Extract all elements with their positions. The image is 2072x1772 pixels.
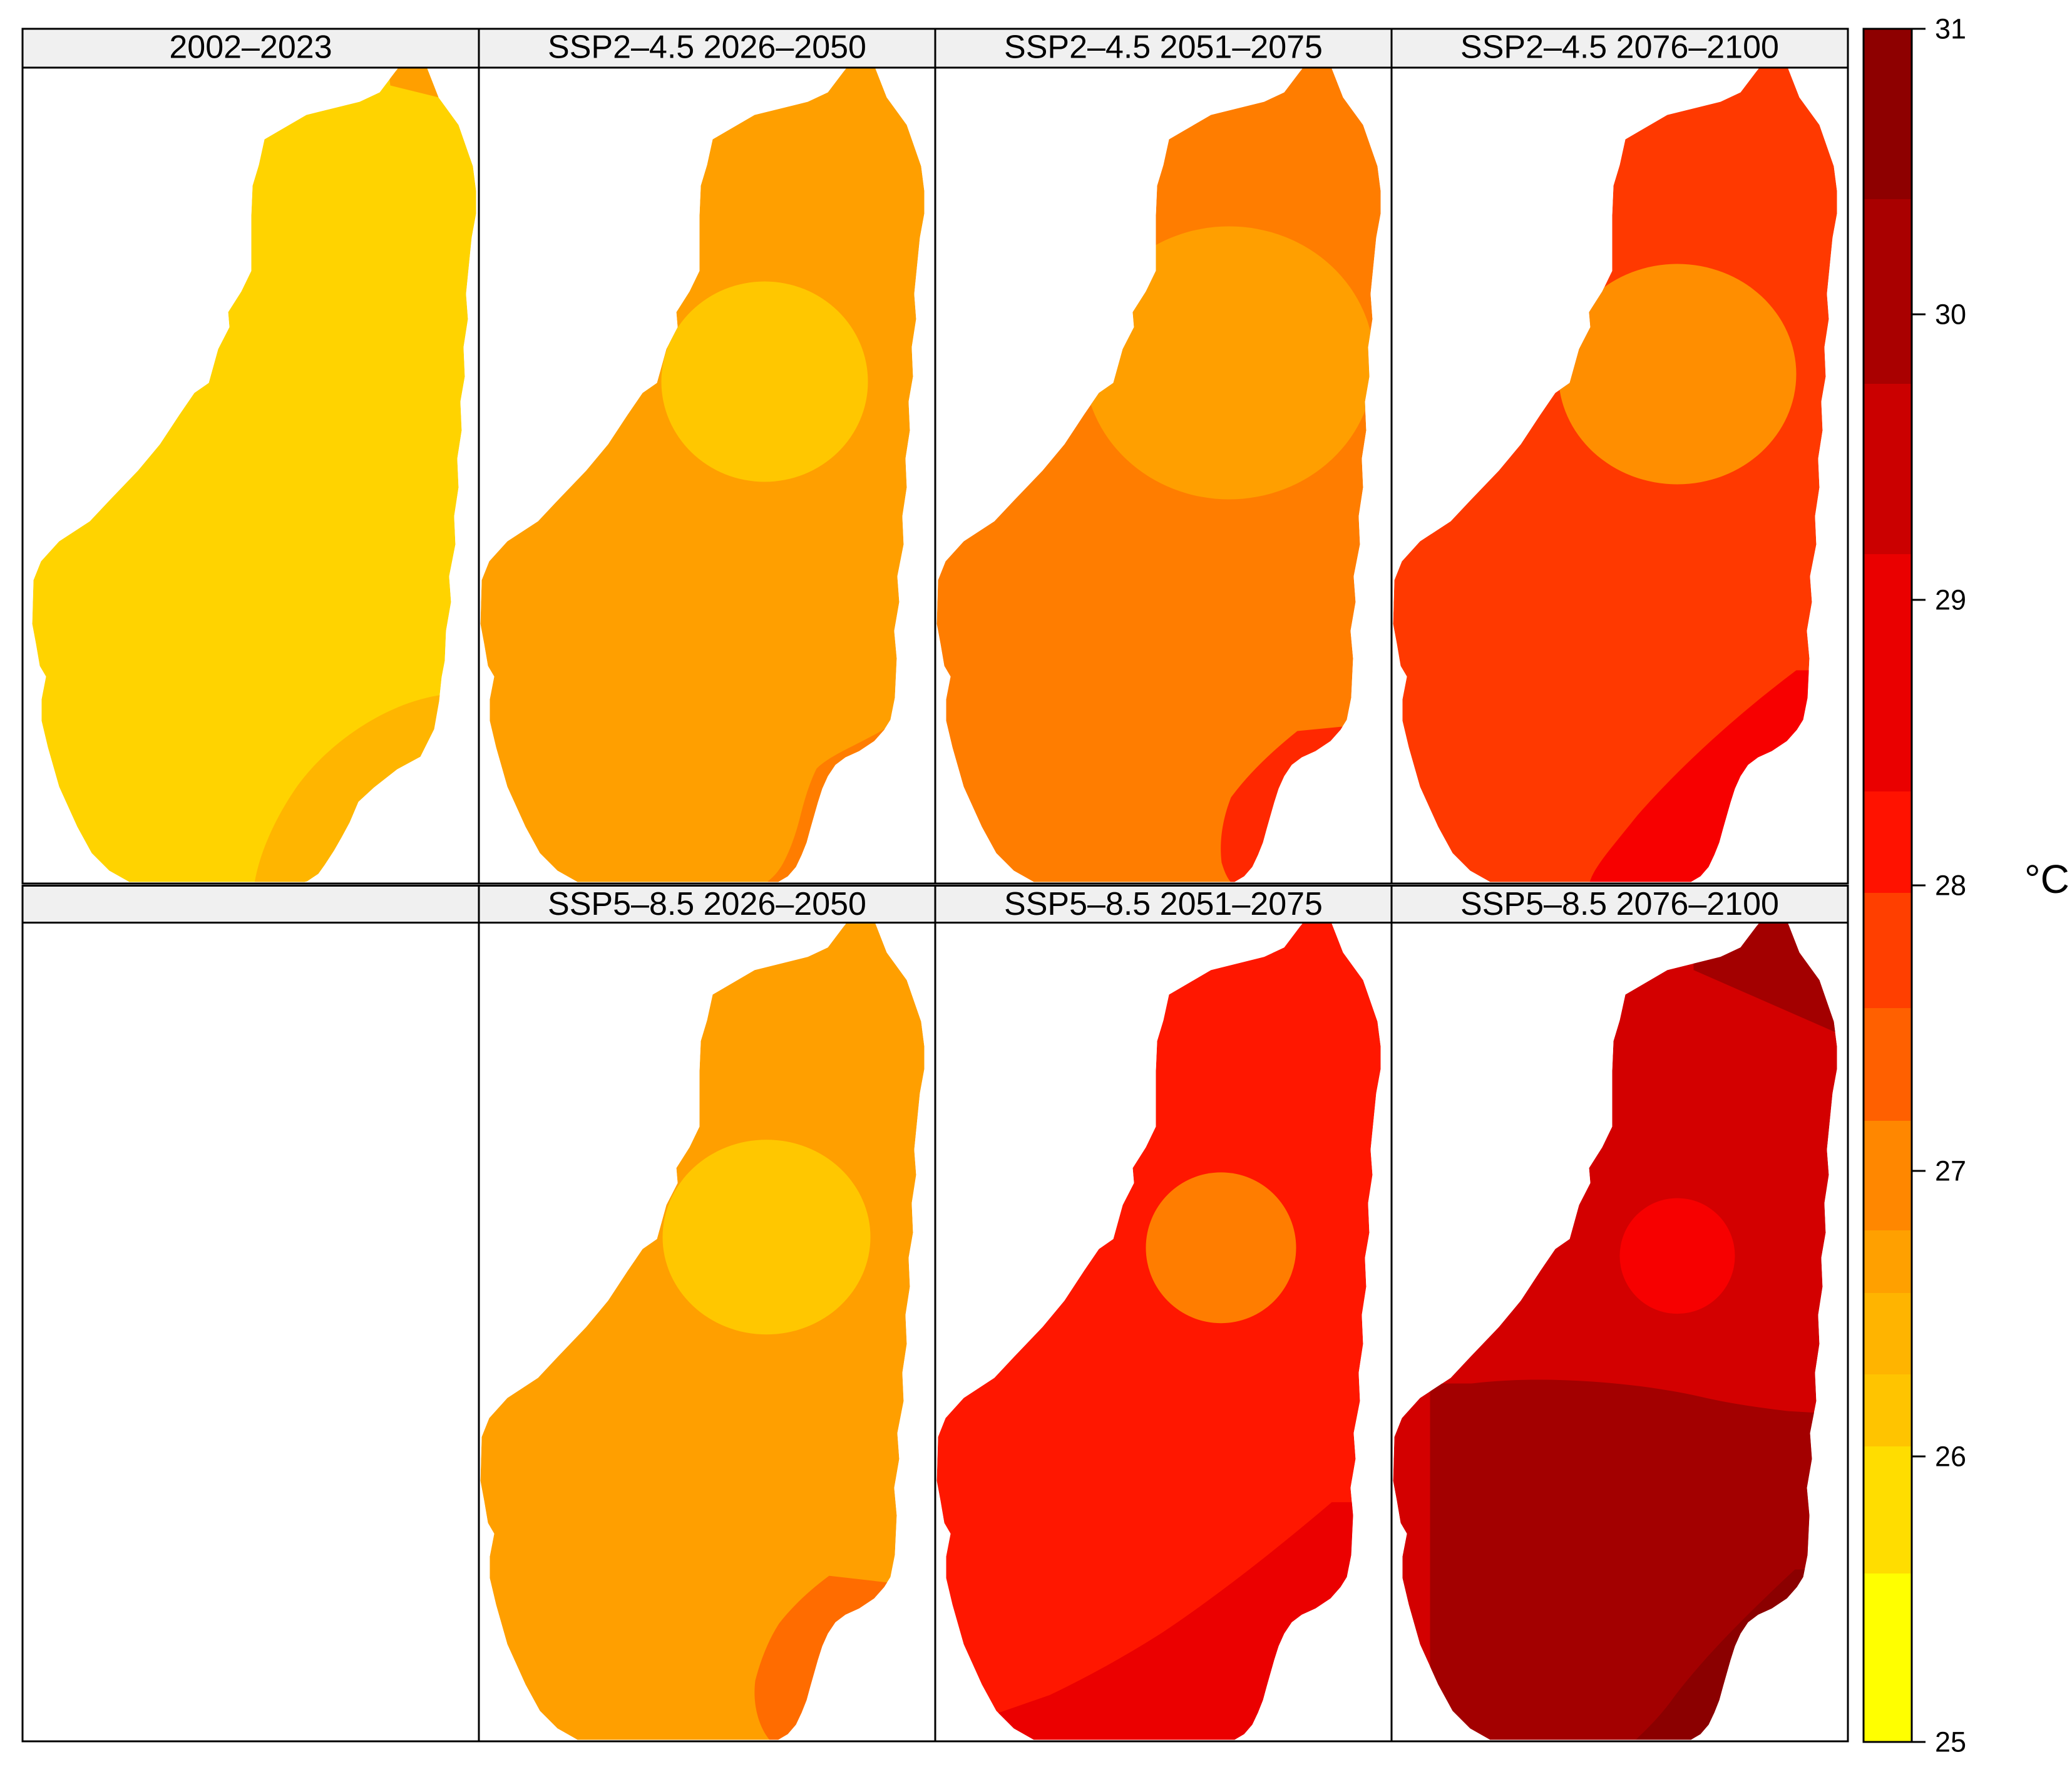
svg-text:SSP2–4.5 2026–2050: SSP2–4.5 2026–2050	[548, 29, 866, 66]
svg-text:28: 28	[1935, 870, 1966, 902]
svg-text:SSP5–8.5 2076–2100: SSP5–8.5 2076–2100	[1460, 886, 1779, 922]
svg-text:27: 27	[1935, 1155, 1966, 1187]
svg-text:29: 29	[1935, 584, 1966, 616]
svg-text:31: 31	[1935, 13, 1966, 45]
svg-text:26: 26	[1935, 1441, 1966, 1473]
svg-text:SSP2–4.5 2076–2100: SSP2–4.5 2076–2100	[1460, 29, 1779, 66]
svg-text:SSP5–8.5 2026–2050: SSP5–8.5 2026–2050	[548, 886, 866, 922]
svg-text:°C: °C	[2024, 857, 2069, 902]
svg-text:SSP2–4.5 2051–2075: SSP2–4.5 2051–2075	[1004, 29, 1323, 66]
svg-text:25: 25	[1935, 1726, 1966, 1758]
svg-text:2002–2023: 2002–2023	[169, 29, 332, 66]
svg-text:SSP5–8.5 2051–2075: SSP5–8.5 2051–2075	[1004, 886, 1323, 922]
svg-text:30: 30	[1935, 299, 1966, 331]
